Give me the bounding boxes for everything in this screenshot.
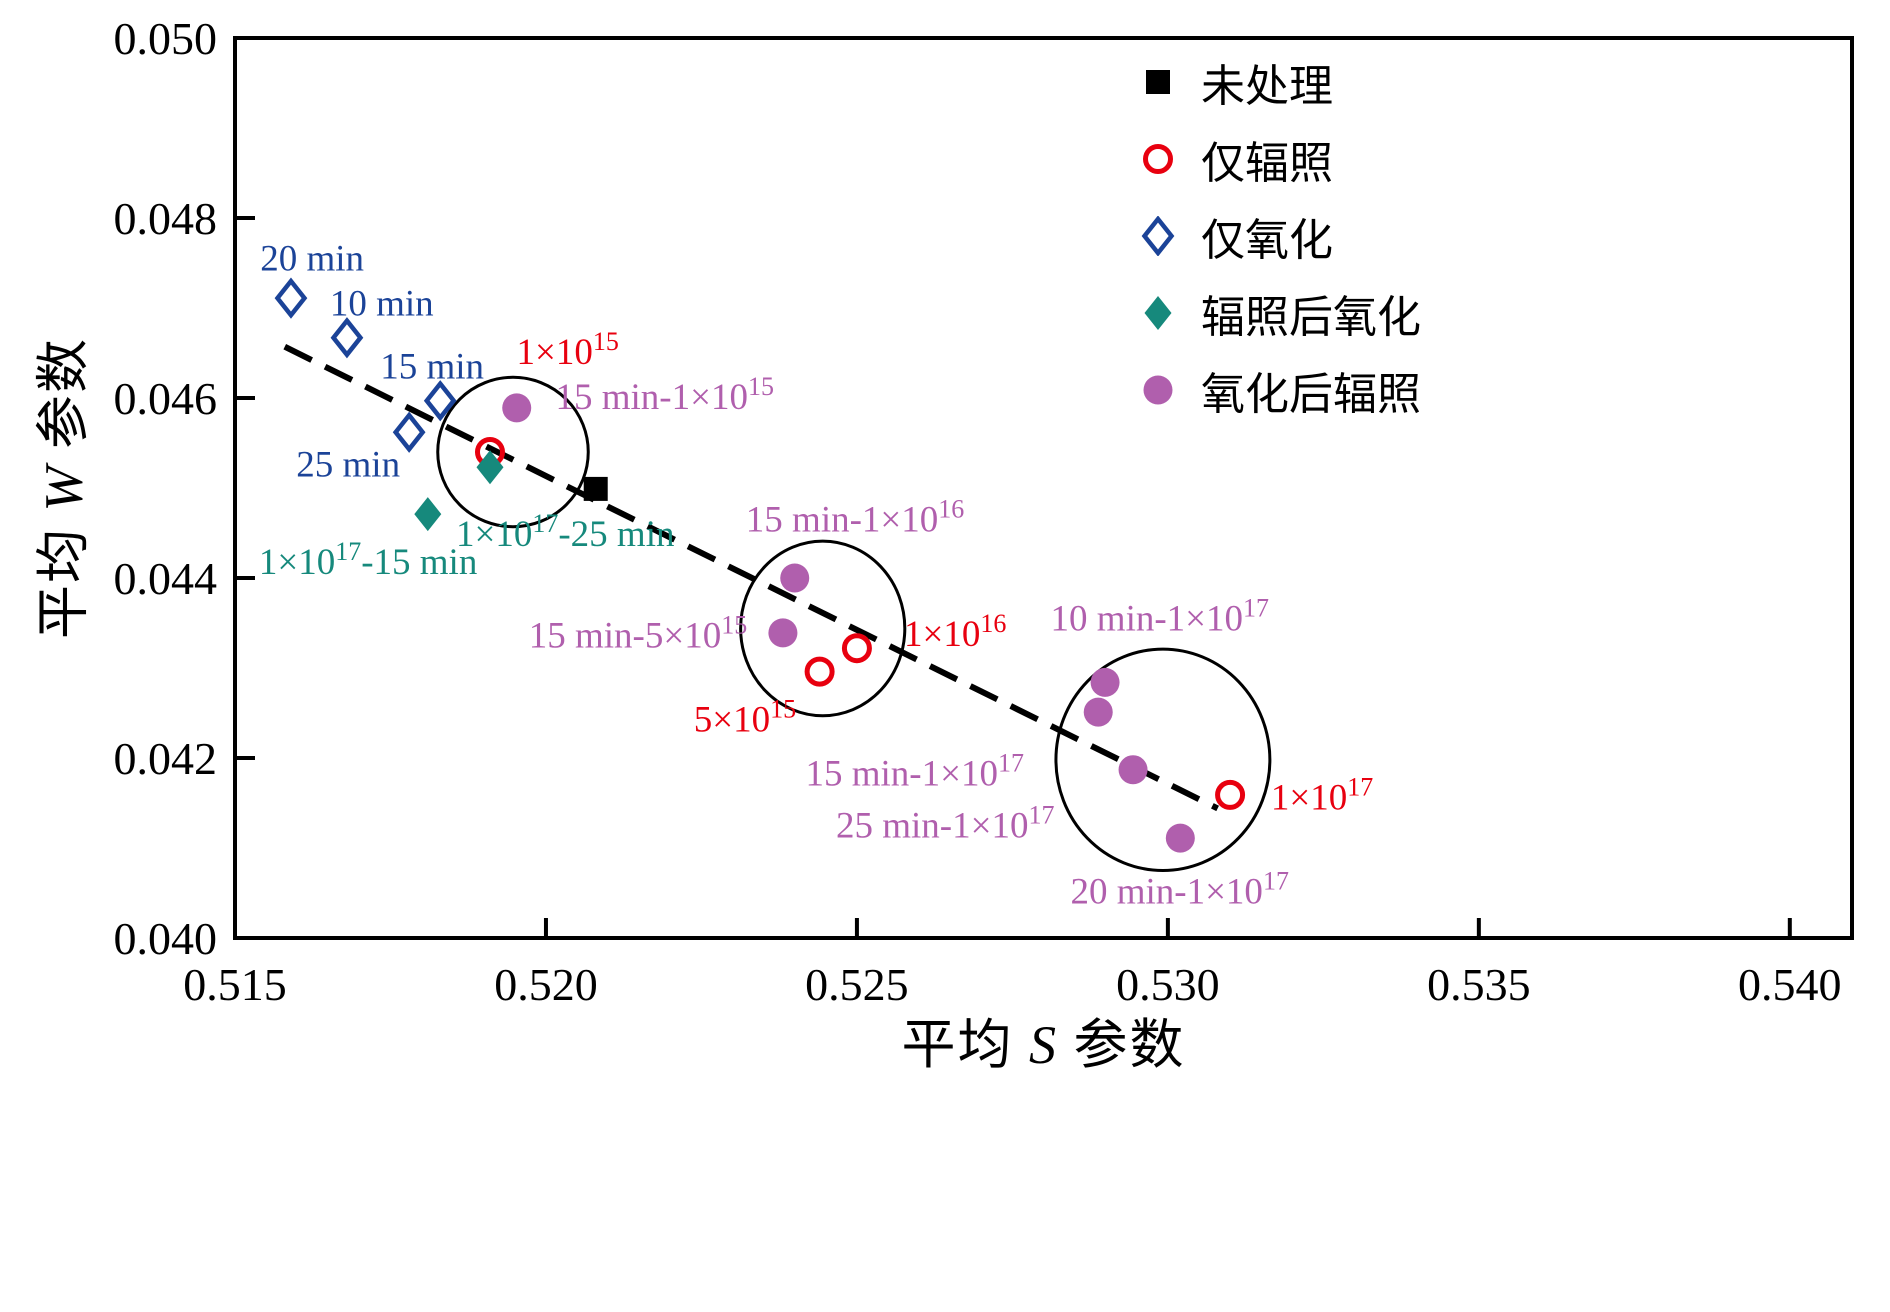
point-annotation-oxidation-only: 15 min [380,347,484,388]
point-annotation-oxidation-then-irradiation: 15 min-1×1015 [555,372,774,418]
legend-item-oxidation-then-irradiation: 氧化后辐照 [1135,358,1421,422]
point-oxidation-then-irradiation [1118,755,1148,785]
legend-marker-oxidation-then-irradiation [1143,375,1173,405]
point-annotation-oxidation-only: 20 min [260,239,364,280]
legend-marker-irradiation-only [1143,144,1173,174]
point-annotation-oxidation-then-irradiation: 15 min-5×1015 [529,611,748,657]
point-annotation-irradiation-only: 1×1017 [1271,773,1373,819]
axis-title-segment: 平均 [33,511,94,639]
point-oxidation-then-irradiation [1165,823,1195,853]
legend-marker-irradiation-then-oxidation [1144,296,1172,330]
point-oxidation-then-irradiation [1090,667,1120,697]
y-axis-title: 平均 W 参数 [19,337,98,639]
cluster-ellipse-1 [436,375,590,529]
legend: 未处理仅辐照仅氧化辐照后氧化氧化后辐照 [1135,50,1421,422]
point-annotation-oxidation-then-irradiation: 20 min-1×1017 [1070,866,1289,912]
x-tick-label: 0.535 [1427,959,1531,1010]
legend-item-untreated: 未处理 [1135,50,1421,114]
point-oxidation-then-irradiation [1083,697,1113,727]
x-tick-label: 0.525 [805,959,909,1010]
legend-label: 仅辐照 [1201,139,1333,188]
legend-item-irradiation-only: 仅辐照 [1135,127,1421,191]
point-irradiation-only [1215,779,1246,810]
plot-frame [233,36,1854,940]
x-tick-label: 0.540 [1738,959,1842,1010]
y-tick-label: 0.048 [114,193,218,244]
point-irradiation-then-oxidation [414,497,442,532]
point-irradiation-only [841,633,872,664]
point-annotation-irradiation-then-oxidation: 1×1017-25 min [456,509,675,555]
axis-title-segment: S [1029,1015,1058,1075]
point-annotation-irradiation-then-oxidation: 1×1017-15 min [259,537,478,583]
point-oxidation-then-irradiation [768,618,798,648]
point-oxidation-only [423,380,457,422]
point-annotation-irradiation-only: 1×1016 [904,609,1006,655]
y-tick-label: 0.044 [114,553,218,604]
legend-marker-oxidation-only [1141,216,1175,256]
x-tick-label: 0.530 [1116,959,1220,1010]
point-annotation-irradiation-only: 1×1015 [517,327,619,373]
trend-line [283,344,1219,812]
y-tick-label: 0.046 [114,373,218,424]
legend-marker-circle-open-icon [1143,144,1173,174]
axis-title-segment: W [33,464,94,512]
legend-marker-diamond-open-icon [1141,216,1175,256]
axis-title-segment: 参数 [33,337,94,465]
legend-label: 未处理 [1201,62,1333,111]
y-tick-label: 0.050 [114,13,218,64]
point-annotation-oxidation-only: 10 min [330,284,434,325]
x-axis-title: 平均 S 参数 [235,1000,1852,1079]
point-oxidation-then-irradiation [780,563,810,593]
legend-label: 氧化后辐照 [1201,370,1421,419]
point-annotation-irradiation-only: 5×1015 [694,694,796,740]
x-tick-label: 0.520 [494,959,598,1010]
y-tick-label: 0.040 [114,913,218,964]
legend-marker-square-filled-icon [1146,70,1170,94]
axis-title-segment: 平均 [901,1015,1029,1075]
legend-marker-circle-filled-icon [1143,375,1173,405]
point-oxidation-only [330,317,364,359]
point-oxidation-then-irradiation [502,393,532,423]
point-annotation-oxidation-only: 25 min [296,445,400,486]
axis-title-segment: 参数 [1058,1015,1186,1075]
point-untreated [583,476,608,501]
point-annotation-oxidation-then-irradiation: 25 min-1×1017 [836,801,1054,847]
legend-item-irradiation-then-oxidation: 辐照后氧化 [1135,281,1421,345]
point-oxidation-only [392,411,426,453]
point-irradiation-then-oxidation [476,450,504,485]
point-oxidation-only [274,277,308,319]
legend-label: 辐照后氧化 [1201,293,1421,342]
legend-marker-diamond-filled-icon [1144,296,1172,330]
x-tick-label: 0.515 [183,959,287,1010]
legend-item-oxidation-only: 仅氧化 [1135,204,1421,268]
cluster-ellipse-3 [1054,647,1272,872]
cluster-ellipse-2 [739,539,907,718]
point-annotation-oxidation-then-irradiation: 15 min-1×1017 [806,748,1025,794]
y-tick-label: 0.042 [114,733,218,784]
point-irradiation-only [804,656,835,687]
legend-label: 仅氧化 [1201,216,1333,265]
point-annotation-oxidation-then-irradiation: 15 min-1×1016 [746,495,965,541]
legend-marker-untreated [1146,70,1170,94]
point-annotation-oxidation-then-irradiation: 10 min-1×1017 [1051,594,1270,640]
